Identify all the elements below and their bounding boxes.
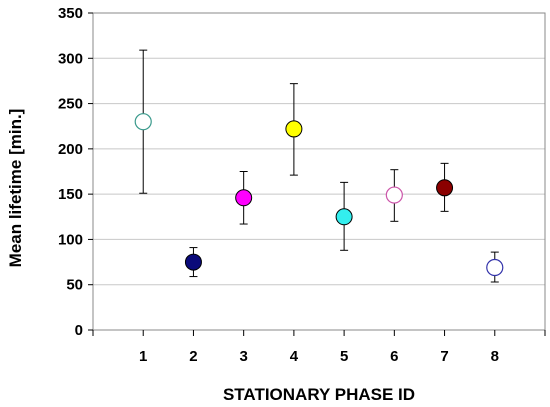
x-tick-label: 8 <box>491 348 499 365</box>
x-axis-label: STATIONARY PHASE ID <box>223 385 415 404</box>
y-tick-label: 50 <box>66 277 83 294</box>
data-point <box>385 169 403 222</box>
x-tick-label: 7 <box>440 348 448 365</box>
y-tick-label: 100 <box>58 231 83 248</box>
x-tick-label: 3 <box>239 348 247 365</box>
data-point <box>184 247 202 278</box>
point-marker <box>235 189 253 207</box>
y-tick-label: 300 <box>58 50 83 67</box>
data-point <box>486 251 504 283</box>
data-point <box>335 181 353 251</box>
point-marker <box>335 208 353 226</box>
grid <box>93 12 545 286</box>
data-point <box>134 49 152 194</box>
data-point <box>235 171 253 225</box>
point-marker <box>134 113 152 131</box>
y-tick-label: 250 <box>58 96 83 113</box>
y-axis-label: Mean lifetime [min.] <box>6 109 25 268</box>
point-marker <box>385 186 403 204</box>
x-tick-label: 1 <box>139 348 147 365</box>
x-tick-label: 6 <box>390 348 398 365</box>
data-point <box>285 83 303 176</box>
y-tick-label: 200 <box>58 141 83 158</box>
point-marker <box>285 120 303 138</box>
x-tick-label: 5 <box>340 348 348 365</box>
y-tick-label: 350 <box>58 5 83 22</box>
plot-area <box>92 12 546 331</box>
y-tick-label: 150 <box>58 186 83 203</box>
data-points <box>134 49 504 283</box>
y-tick-label: 0 <box>75 322 83 339</box>
point-marker <box>184 253 202 271</box>
point-marker <box>436 179 454 197</box>
x-axis: 1 2 3 4 5 6 7 8 <box>92 330 546 365</box>
x-tick-label: 4 <box>290 348 299 365</box>
point-marker <box>486 258 504 277</box>
x-tick-label: 2 <box>189 348 197 365</box>
y-axis: 0 50 100 150 200 250 300 350 <box>58 5 93 339</box>
data-point <box>436 162 454 212</box>
